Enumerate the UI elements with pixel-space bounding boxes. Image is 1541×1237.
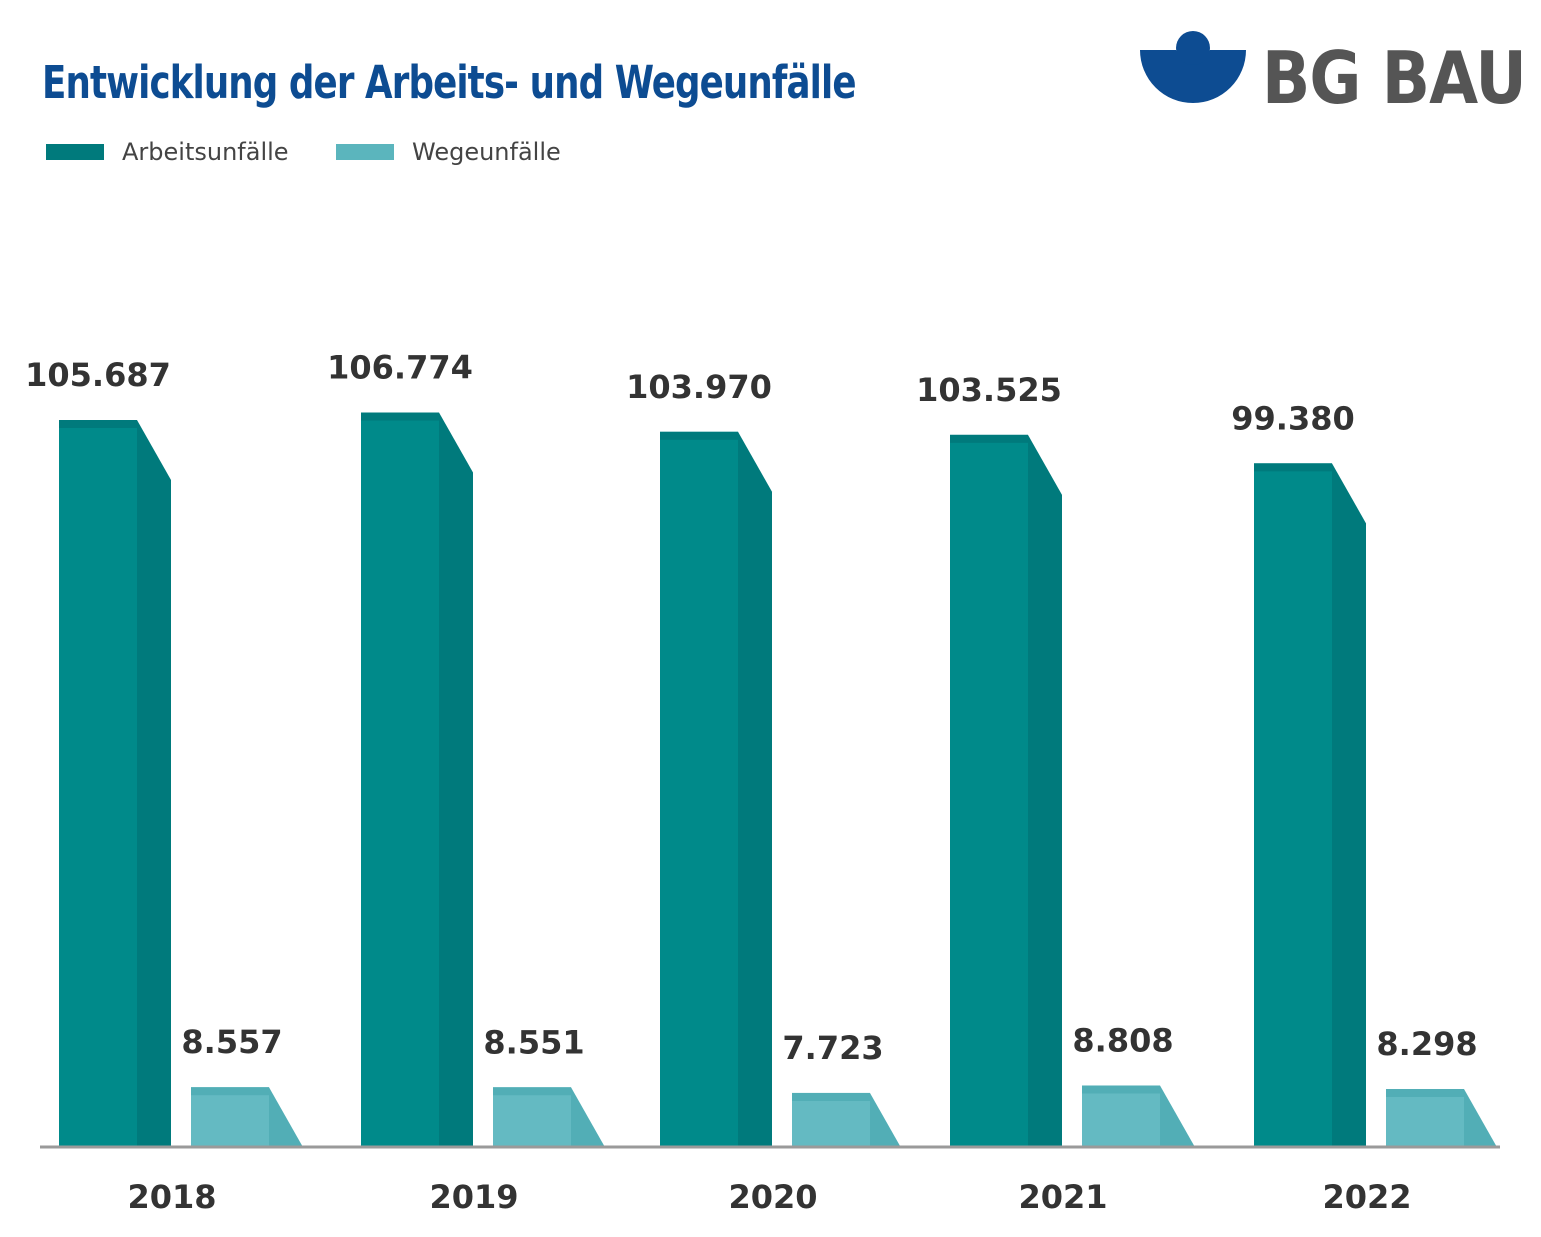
x-tick-label-2020: 2020	[728, 1178, 817, 1216]
bar-top-wegeunfaelle-2019	[493, 1087, 571, 1096]
bar-wegeunfaelle-2022	[1386, 1088, 1464, 1146]
legend-swatch	[46, 144, 104, 160]
bar-side-wegeunfaelle-2018	[269, 1087, 303, 1146]
legend-item-arbeitsunfaelle: Arbeitsunfälle	[46, 138, 289, 166]
chart-title: Entwicklung der Arbeits- und Wegeunfälle	[42, 56, 856, 109]
bar-top-wegeunfaelle-2022	[1386, 1088, 1464, 1097]
bar-top-arbeitsunfaelle-2022	[1254, 463, 1332, 472]
bar-side-wegeunfaelle-2022	[1464, 1088, 1497, 1146]
bar-side-wegeunfaelle-2020	[870, 1092, 901, 1146]
value-label-arbeitsunfaelle-2021: 103.525	[916, 371, 1062, 409]
bar-top-arbeitsunfaelle-2019	[361, 412, 439, 421]
legend-label: Arbeitsunfälle	[122, 138, 289, 166]
bar-arbeitsunfaelle-2022	[1254, 463, 1332, 1146]
value-label-wegeunfaelle-2018: 8.557	[181, 1023, 282, 1061]
bar-side-arbeitsunfaelle-2019	[439, 412, 473, 1146]
bar-side-arbeitsunfaelle-2018	[137, 420, 171, 1146]
value-label-wegeunfaelle-2021: 8.808	[1072, 1021, 1173, 1059]
bar-wegeunfaelle-2019	[493, 1087, 571, 1146]
x-tick-label-2019: 2019	[429, 1178, 518, 1216]
bar-arbeitsunfaelle-2019	[361, 412, 439, 1146]
value-label-wegeunfaelle-2020: 7.723	[782, 1029, 883, 1067]
legend-swatch	[336, 144, 394, 160]
bar-arbeitsunfaelle-2020	[660, 431, 738, 1146]
x-tick-label-2018: 2018	[127, 1178, 216, 1216]
bar-side-arbeitsunfaelle-2021	[1028, 434, 1062, 1146]
x-tick-label-2021: 2021	[1018, 1178, 1107, 1216]
bg-bau-logo-icon	[1140, 31, 1246, 103]
bar-side-arbeitsunfaelle-2022	[1332, 463, 1366, 1146]
bar-wegeunfaelle-2021	[1082, 1085, 1160, 1146]
bar-wegeunfaelle-2018	[191, 1087, 269, 1146]
bar-side-wegeunfaelle-2019	[571, 1087, 605, 1146]
bar-top-wegeunfaelle-2018	[191, 1087, 269, 1096]
bar-top-wegeunfaelle-2021	[1082, 1085, 1160, 1094]
value-label-arbeitsunfaelle-2018: 105.687	[25, 356, 171, 394]
legend-label: Wegeunfälle	[412, 138, 561, 166]
value-label-arbeitsunfaelle-2019: 106.774	[327, 349, 473, 387]
bar-top-wegeunfaelle-2020	[792, 1092, 870, 1101]
logo-text: BG BAU	[1262, 36, 1527, 120]
bar-side-wegeunfaelle-2021	[1160, 1085, 1194, 1146]
bar-arbeitsunfaelle-2021	[950, 434, 1028, 1146]
bar-top-arbeitsunfaelle-2021	[950, 434, 1028, 443]
bar-wegeunfaelle-2020	[792, 1092, 870, 1146]
value-label-arbeitsunfaelle-2020: 103.970	[626, 368, 772, 406]
bar-top-arbeitsunfaelle-2020	[660, 431, 738, 440]
value-label-wegeunfaelle-2022: 8.298	[1376, 1025, 1477, 1063]
x-tick-label-2022: 2022	[1322, 1178, 1411, 1216]
legend-item-wegeunfaelle: Wegeunfälle	[336, 138, 561, 166]
bar-top-arbeitsunfaelle-2018	[59, 420, 137, 428]
value-label-wegeunfaelle-2019: 8.551	[483, 1023, 584, 1061]
bar-side-arbeitsunfaelle-2020	[738, 431, 772, 1146]
bar-arbeitsunfaelle-2018	[59, 420, 137, 1146]
value-label-arbeitsunfaelle-2022: 99.380	[1231, 399, 1354, 437]
